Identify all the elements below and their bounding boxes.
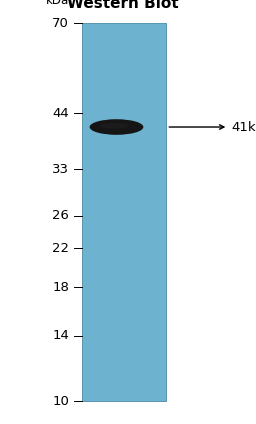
Ellipse shape: [99, 123, 129, 128]
Text: 33: 33: [52, 163, 69, 176]
Text: 10: 10: [52, 395, 69, 408]
Text: kDa: kDa: [46, 0, 69, 7]
Text: 18: 18: [52, 281, 69, 293]
Text: 70: 70: [52, 17, 69, 30]
Bar: [82, 23, 166, 402]
Text: 14: 14: [52, 329, 69, 343]
Text: 41kDa: 41kDa: [169, 120, 256, 134]
Text: 44: 44: [52, 107, 69, 120]
Text: 22: 22: [52, 242, 69, 254]
Text: Western Blot: Western Blot: [67, 0, 179, 11]
Text: 26: 26: [52, 209, 69, 222]
Ellipse shape: [90, 119, 143, 135]
